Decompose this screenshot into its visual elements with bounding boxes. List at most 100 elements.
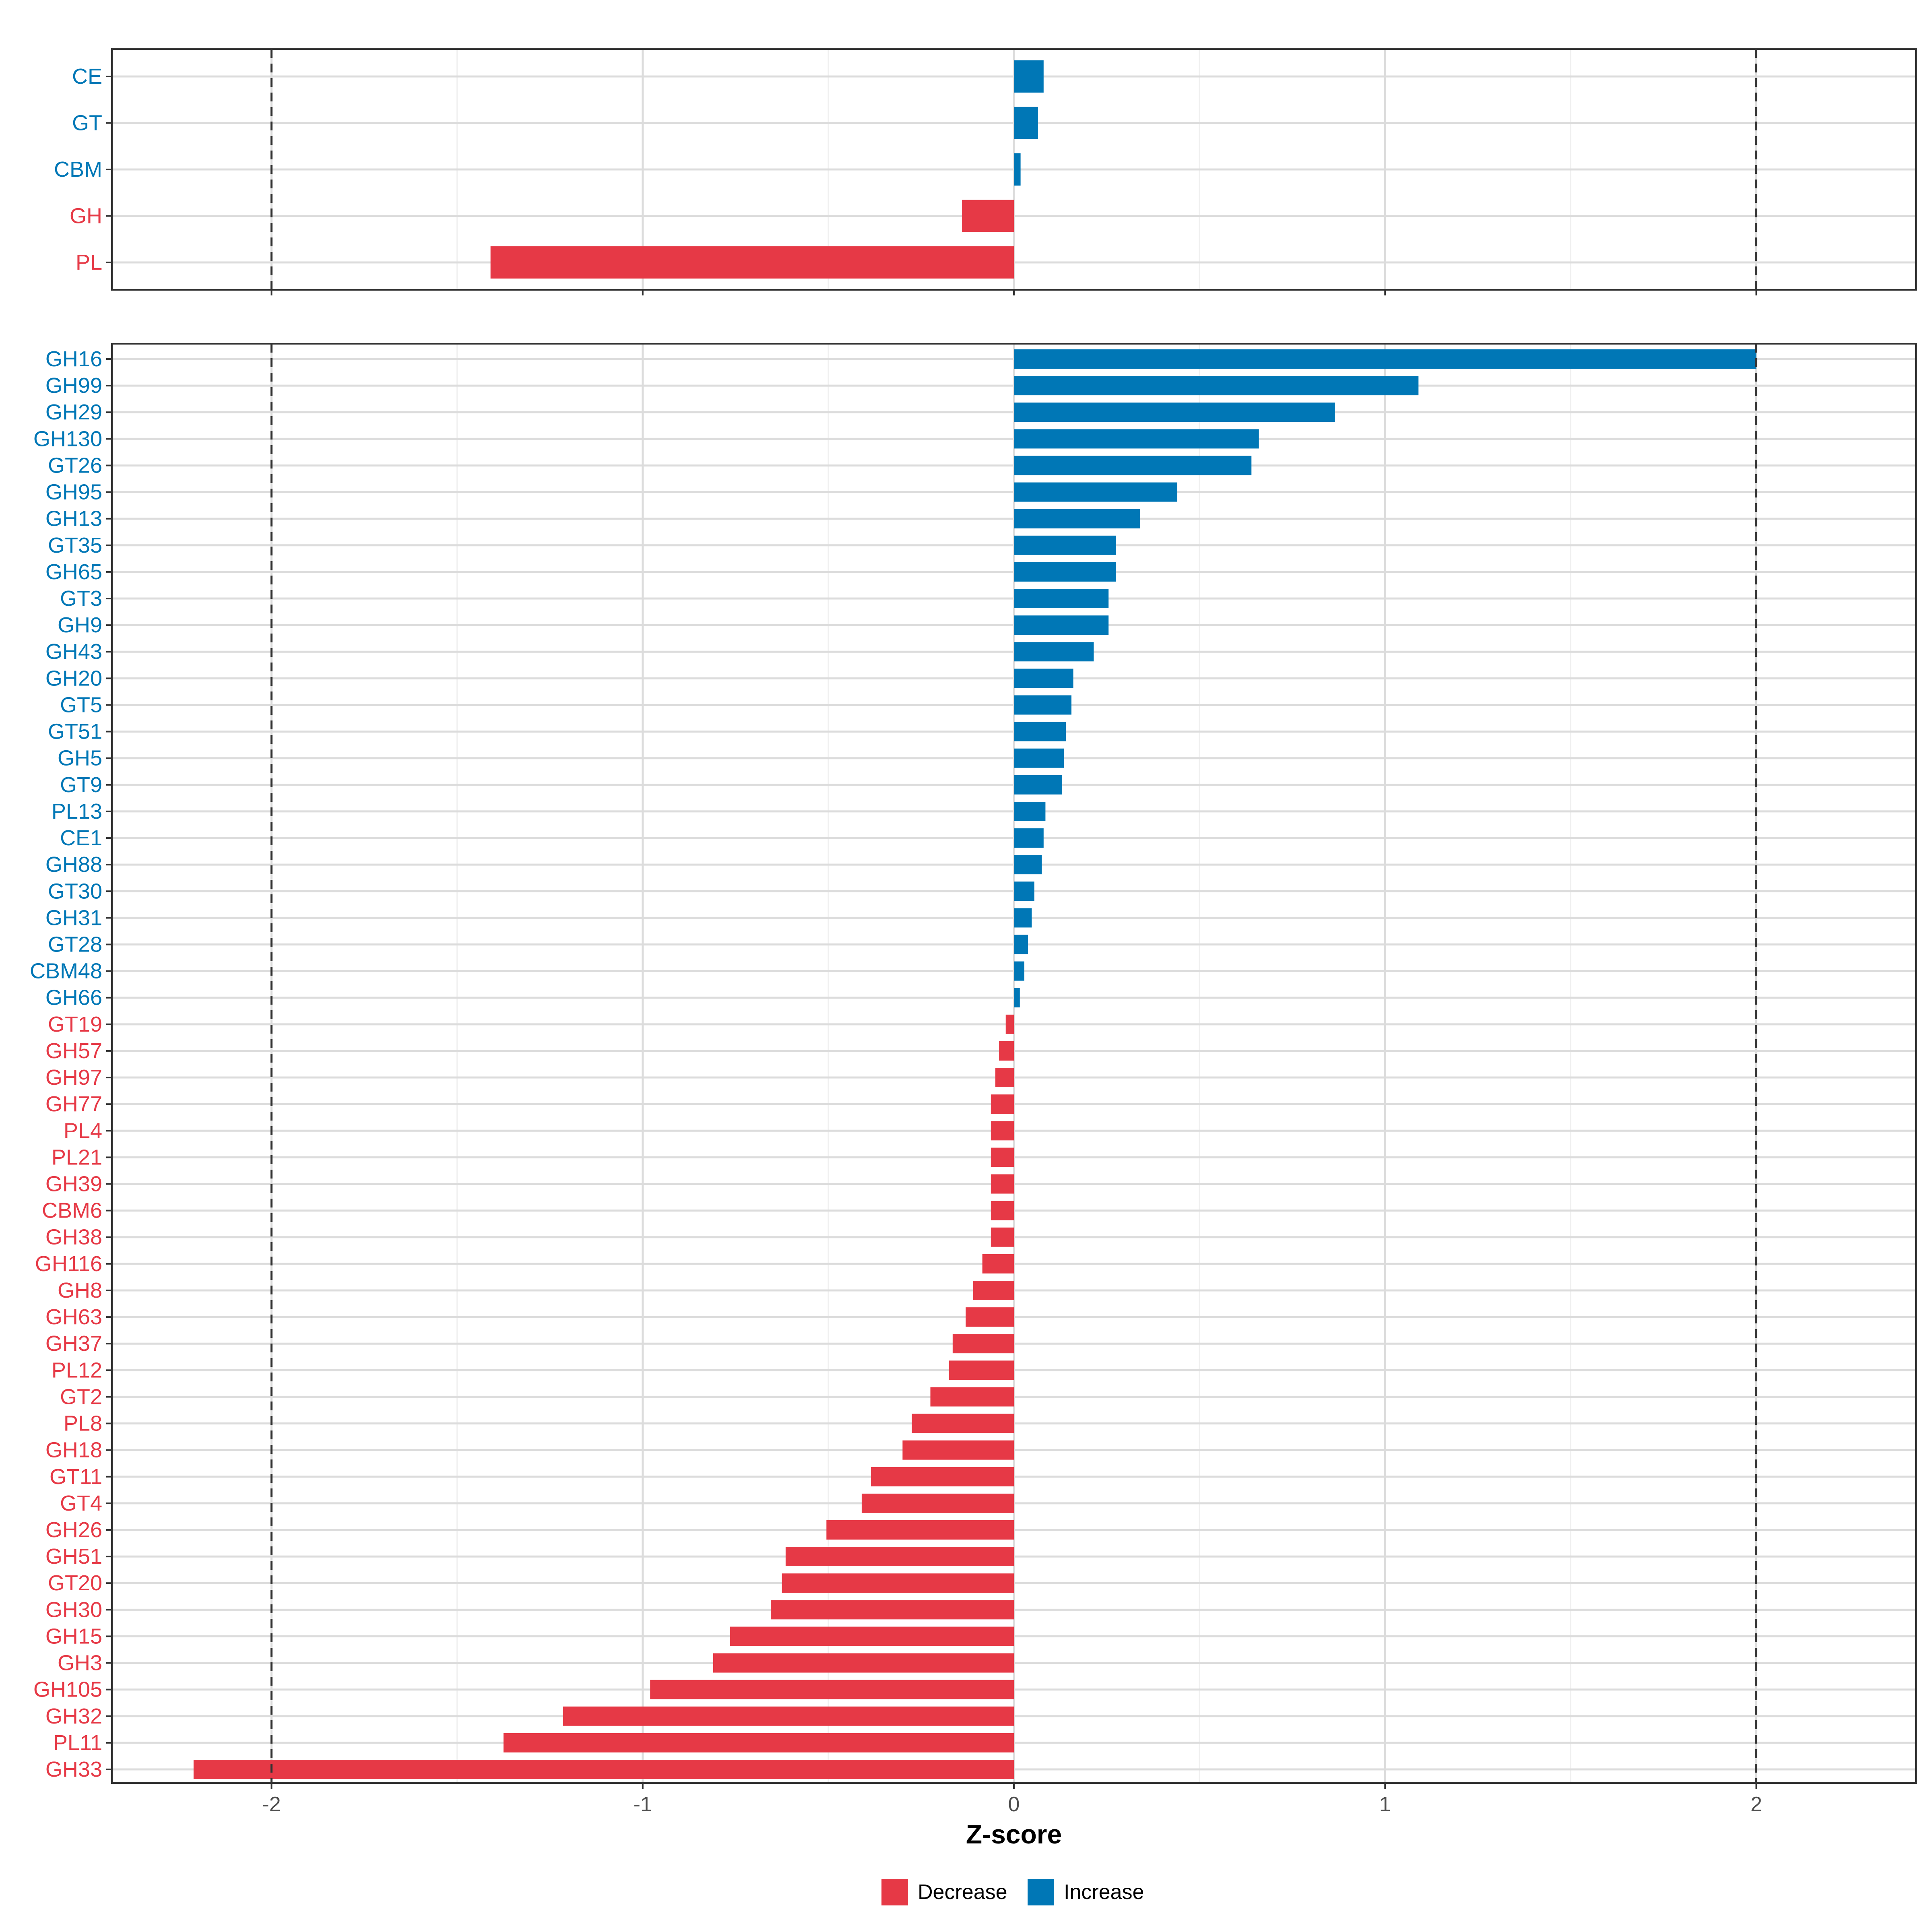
y-tick-label-gh38: GH38 — [45, 1225, 102, 1249]
bar-gt2 — [930, 1387, 1014, 1407]
bar-cbm48 — [1014, 961, 1024, 981]
bar-gh66 — [1014, 988, 1020, 1007]
y-tick-label-gt9: GT9 — [60, 773, 102, 797]
bar-gh16 — [1014, 349, 1757, 369]
bar-gh51 — [785, 1547, 1014, 1567]
y-tick-label-pl11: PL11 — [53, 1731, 102, 1755]
bar-pl4 — [991, 1121, 1014, 1141]
bar-gh33 — [193, 1760, 1014, 1779]
y-tick-label-gh3: GH3 — [58, 1651, 102, 1675]
legend-key-decrease — [881, 1879, 908, 1905]
y-tick-label-gh31: GH31 — [45, 906, 102, 930]
y-tick-label-gh15: GH15 — [45, 1624, 102, 1648]
y-tick-label-gh51: GH51 — [45, 1544, 102, 1569]
y-tick-label-gh97: GH97 — [45, 1065, 102, 1090]
y-tick-label-gh30: GH30 — [45, 1598, 102, 1622]
bar-pl — [490, 246, 1014, 279]
bar-pl21 — [991, 1148, 1014, 1167]
bar-gh97 — [995, 1068, 1014, 1088]
bar-gh57 — [999, 1041, 1014, 1061]
y-tick-label-gh26: GH26 — [45, 1518, 102, 1542]
legend-label-decrease: Decrease — [918, 1880, 1007, 1904]
bar-gh43 — [1014, 642, 1094, 662]
bar-gt4 — [861, 1493, 1014, 1513]
y-tick-label-pl13: PL13 — [52, 799, 102, 824]
bar-gt26 — [1014, 456, 1252, 475]
y-tick-label-gh33: GH33 — [45, 1757, 102, 1781]
bar-gt51 — [1014, 722, 1066, 741]
bar-gh63 — [966, 1307, 1014, 1327]
bar-gt — [1014, 107, 1038, 139]
y-tick-label-gt26: GT26 — [48, 453, 102, 477]
y-tick-label-gh88: GH88 — [45, 852, 102, 877]
bar-gh105 — [650, 1680, 1014, 1699]
bar-gh38 — [991, 1227, 1014, 1247]
y-tick-label-gh95: GH95 — [45, 480, 102, 504]
x-axis-title: Z-score — [966, 1819, 1062, 1849]
bar-gh18 — [902, 1440, 1014, 1460]
bar-ce — [1014, 60, 1044, 93]
bar-gh5 — [1014, 748, 1064, 768]
y-tick-label-cbm6: CBM6 — [42, 1199, 102, 1223]
bar-cbm6 — [991, 1201, 1014, 1220]
y-tick-label-gt3: GT3 — [60, 586, 102, 611]
y-tick-label-gh5: GH5 — [58, 746, 102, 770]
y-tick-label-gh99: GH99 — [45, 374, 102, 398]
y-tick-label-gh8: GH8 — [58, 1278, 102, 1302]
bar-pl13 — [1014, 801, 1046, 821]
y-tick-label-ce: CE — [72, 64, 102, 89]
legend-label-increase: Increase — [1064, 1880, 1144, 1904]
bar-gt3 — [1014, 589, 1109, 609]
y-tick-label-gh29: GH29 — [45, 400, 102, 424]
bar-gh39 — [991, 1174, 1014, 1194]
y-tick-label-pl: PL — [76, 250, 102, 275]
y-tick-label-gh105: GH105 — [33, 1678, 102, 1702]
y-tick-label-gt51: GT51 — [48, 720, 102, 744]
y-tick-label-gt: GT — [72, 111, 102, 135]
bar-gh65 — [1014, 562, 1116, 582]
y-tick-label-gh13: GH13 — [45, 507, 102, 531]
y-tick-label-gh130: GH130 — [33, 427, 102, 451]
bar-cbm — [1014, 153, 1021, 186]
bar-gt5 — [1014, 695, 1071, 715]
bar-gh9 — [1014, 615, 1109, 635]
y-tick-label-gh16: GH16 — [45, 347, 102, 371]
bar-gh88 — [1014, 855, 1042, 875]
y-tick-label-gh39: GH39 — [45, 1172, 102, 1196]
bar-pl8 — [912, 1414, 1014, 1433]
legend-key-increase — [1028, 1879, 1054, 1905]
y-tick-label-gh63: GH63 — [45, 1305, 102, 1329]
y-tick-label-gh66: GH66 — [45, 986, 102, 1010]
bar-gh32 — [563, 1706, 1014, 1726]
bar-pl11 — [503, 1733, 1014, 1752]
x-tick-label: 2 — [1750, 1793, 1762, 1816]
bar-gh29 — [1014, 402, 1335, 422]
y-tick-label-pl8: PL8 — [64, 1412, 102, 1436]
bar-gh30 — [770, 1600, 1014, 1620]
bar-gh77 — [991, 1094, 1014, 1114]
x-tick-label: 0 — [1008, 1793, 1020, 1816]
y-tick-label-pl12: PL12 — [52, 1358, 102, 1382]
bar-gh13 — [1014, 509, 1140, 528]
bar-pl12 — [949, 1360, 1014, 1380]
y-tick-label-gh32: GH32 — [45, 1704, 102, 1728]
y-tick-label-gt35: GT35 — [48, 533, 102, 557]
bar-gh95 — [1014, 482, 1177, 502]
bar-gt11 — [871, 1467, 1014, 1486]
y-tick-label-gh37: GH37 — [45, 1331, 102, 1356]
y-tick-label-pl21: PL21 — [52, 1145, 102, 1169]
y-tick-label-gt19: GT19 — [48, 1012, 102, 1036]
bar-gh26 — [826, 1520, 1014, 1540]
y-tick-label-gh116: GH116 — [35, 1252, 102, 1276]
y-tick-label-gh20: GH20 — [45, 666, 102, 690]
y-tick-label-gh18: GH18 — [45, 1438, 102, 1462]
bar-gt9 — [1014, 775, 1062, 795]
bar-gh15 — [730, 1627, 1014, 1646]
y-tick-label-gh65: GH65 — [45, 560, 102, 584]
bar-gh99 — [1014, 376, 1419, 396]
y-tick-label-gt2: GT2 — [60, 1385, 102, 1409]
x-tick-label: -1 — [634, 1793, 652, 1816]
bar-gh37 — [952, 1334, 1014, 1354]
